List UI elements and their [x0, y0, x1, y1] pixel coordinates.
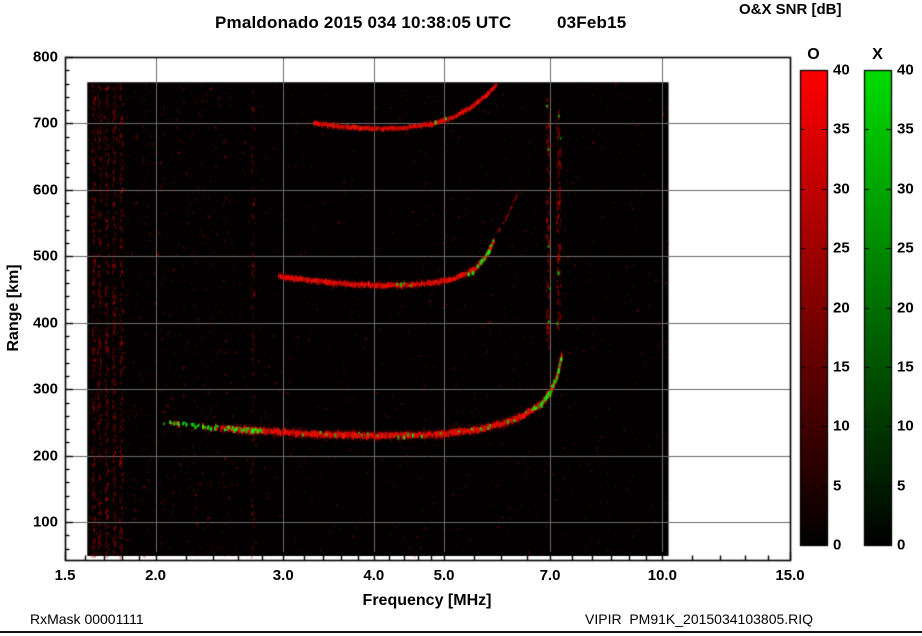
x-axis-label: Frequency [MHz]	[362, 592, 492, 609]
plot-title: Pmaldonado 2015 034 10:38:05 UTC	[215, 13, 512, 32]
y-axis-label: Range [km]	[5, 264, 22, 352]
rxmask-label: RxMask 00001111	[30, 611, 144, 627]
colorbar-title: O&X SNR [dB]	[739, 1, 842, 18]
filename-label: VIPIR PM91K_2015034103805.RIQ	[585, 611, 814, 627]
bottom-rule	[0, 631, 922, 633]
plot-date: 03Feb15	[557, 13, 627, 32]
